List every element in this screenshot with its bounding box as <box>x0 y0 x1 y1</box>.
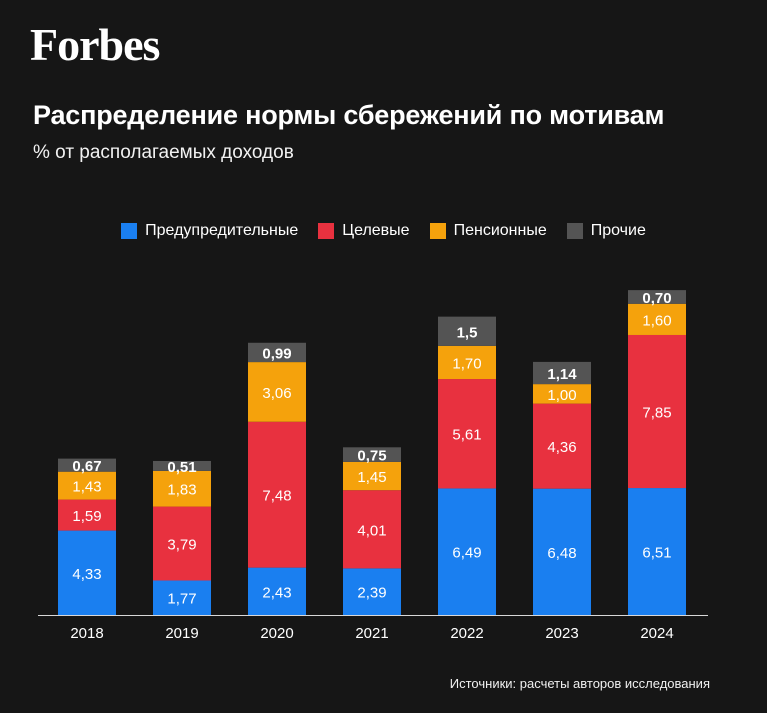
data-label-target-2023: 4,36 <box>547 439 576 456</box>
chart-subtitle: % от располагаемых доходов <box>33 142 294 163</box>
bar-other-2019 <box>153 460 211 471</box>
legend-swatch-pension <box>429 223 446 239</box>
bar-target-2024 <box>628 334 686 489</box>
chart-legend: Предупредительные Целевые Пенсионные Про… <box>0 222 767 240</box>
data-label-precautionary-2024: 6,51 <box>642 545 671 562</box>
bar-precautionary-2022 <box>438 488 496 615</box>
data-label-pension-2024: 1,60 <box>642 312 671 329</box>
bar-target-2019 <box>153 506 211 581</box>
bar-other-2021 <box>343 447 401 462</box>
x-tick-label-2021: 2021 <box>355 625 388 642</box>
legend-label-pension: Пенсионные <box>453 222 547 239</box>
data-label-other-2020: 0,99 <box>262 345 291 362</box>
bar-pension-2022 <box>438 345 496 380</box>
data-label-target-2019: 3,79 <box>167 537 196 554</box>
legend-item-target: Целевые <box>318 222 410 240</box>
data-label-pension-2020: 3,06 <box>262 385 291 402</box>
legend-label-other: Прочие <box>590 222 646 239</box>
data-label-precautionary-2018: 4,33 <box>72 566 101 583</box>
x-tick-label-2019: 2019 <box>165 625 198 642</box>
legend-label-precautionary: Предупредительные <box>145 222 299 239</box>
data-label-target-2018: 1,59 <box>72 508 101 525</box>
bar-target-2022 <box>438 379 496 489</box>
bar-pension-2023 <box>533 384 591 404</box>
bar-pension-2019 <box>153 470 211 507</box>
data-label-pension-2022: 1,70 <box>452 355 481 372</box>
legend-item-precautionary: Предупредительные <box>121 222 298 240</box>
bar-other-2020 <box>248 342 306 363</box>
bar-precautionary-2018 <box>58 530 116 615</box>
bar-precautionary-2023 <box>533 488 591 615</box>
data-label-pension-2021: 1,45 <box>357 469 386 486</box>
data-label-pension-2019: 1,83 <box>167 482 196 499</box>
data-label-other-2021: 0,75 <box>357 448 386 465</box>
data-label-target-2020: 7,48 <box>262 488 291 505</box>
bar-precautionary-2020 <box>248 567 306 615</box>
legend-item-other: Прочие <box>566 222 646 240</box>
bar-pension-2024 <box>628 303 686 335</box>
legend-label-target: Целевые <box>342 222 410 239</box>
legend-swatch-precautionary <box>121 223 138 239</box>
x-tick-label-2018: 2018 <box>70 625 103 642</box>
data-label-target-2021: 4,01 <box>357 522 386 539</box>
data-label-other-2018: 0,67 <box>72 458 101 475</box>
bar-target-2023 <box>533 403 591 489</box>
bar-other-2024 <box>628 290 686 304</box>
bar-other-2023 <box>533 361 591 385</box>
bar-precautionary-2024 <box>628 488 686 615</box>
data-label-precautionary-2022: 6,49 <box>452 545 481 562</box>
data-label-pension-2023: 1,00 <box>547 387 576 404</box>
data-label-other-2019: 0,51 <box>167 459 196 476</box>
bar-pension-2020 <box>248 362 306 422</box>
x-tick-label-2023: 2023 <box>545 625 578 642</box>
legend-swatch-target <box>318 223 335 239</box>
bar-pension-2021 <box>343 461 401 491</box>
data-label-other-2023: 1,14 <box>547 366 577 383</box>
bar-precautionary-2019 <box>153 580 211 615</box>
data-label-pension-2018: 1,43 <box>72 479 101 496</box>
data-label-target-2022: 5,61 <box>452 427 481 444</box>
data-label-precautionary-2020: 2,43 <box>262 584 291 601</box>
bar-target-2020 <box>248 421 306 568</box>
bar-target-2021 <box>343 490 401 569</box>
chart-title: Распределение нормы сбережений по мотива… <box>33 100 665 130</box>
x-tick-label-2022: 2022 <box>450 625 483 642</box>
bar-other-2018 <box>58 458 116 472</box>
legend-item-pension: Пенсионные <box>429 222 547 240</box>
data-label-target-2024: 7,85 <box>642 405 671 422</box>
legend-swatch-other <box>566 223 583 239</box>
bar-pension-2018 <box>58 471 116 500</box>
source-note: Источники: расчеты авторов исследования <box>449 676 710 691</box>
x-tick-label-2024: 2024 <box>640 625 673 642</box>
data-label-precautionary-2023: 6,48 <box>547 545 576 562</box>
bar-precautionary-2021 <box>343 568 401 615</box>
data-label-other-2022: 1,5 <box>457 324 478 341</box>
x-tick-label-2020: 2020 <box>260 625 293 642</box>
data-label-precautionary-2021: 2,39 <box>357 585 386 602</box>
bar-target-2018 <box>58 499 116 531</box>
forbes-logo: Forbes <box>30 19 160 70</box>
bar-other-2022 <box>438 316 496 346</box>
data-label-other-2024: 0,70 <box>642 290 671 307</box>
data-label-precautionary-2019: 1,77 <box>167 591 196 608</box>
